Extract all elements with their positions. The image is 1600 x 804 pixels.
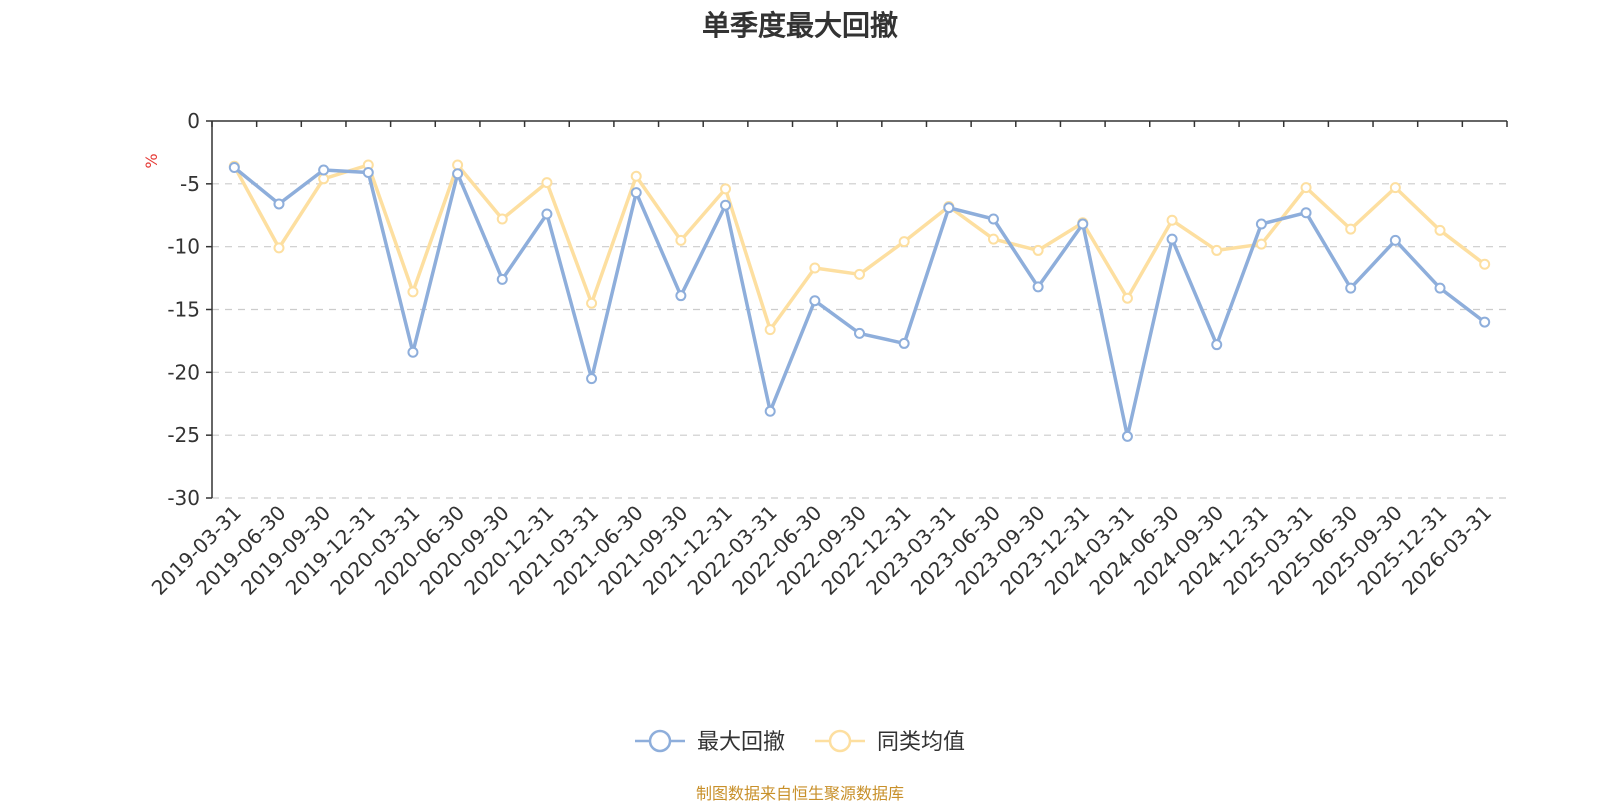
series-layer [228, 159, 1491, 442]
data-point [854, 268, 865, 280]
data-point [987, 233, 999, 245]
data-point [898, 236, 910, 248]
data-point [675, 234, 687, 246]
data-point [273, 198, 285, 210]
data-point [1389, 234, 1401, 246]
data-point [1255, 238, 1267, 250]
legend-label: 同类均值 [877, 730, 965, 755]
data-point [452, 168, 464, 180]
series-line [232, 163, 1486, 332]
data-point [273, 242, 285, 254]
series-line [233, 166, 1486, 439]
y-tick-label: -30 [167, 486, 200, 510]
y-tick-label: 0 [187, 109, 200, 133]
data-point [898, 337, 910, 349]
y-tick-label: -25 [167, 423, 200, 447]
axis-layer: 0-5-10-15-20-25-30%2019-03-312019-06-302… [142, 109, 1508, 600]
data-point [809, 295, 821, 307]
data-point [1032, 244, 1044, 256]
data-point [675, 290, 687, 302]
legend-label: 最大回撤 [697, 730, 785, 755]
legend-marker [828, 729, 852, 753]
y-tick-label: -10 [167, 235, 200, 259]
data-point [228, 161, 240, 173]
data-point [586, 297, 598, 309]
legend-item-1: 最大回撤 [635, 729, 785, 755]
data-point [496, 273, 508, 285]
data-point [318, 164, 330, 176]
data-point [1345, 282, 1357, 294]
chart-title: 单季度最大回撤 [701, 9, 898, 42]
y-tick-label: -15 [167, 298, 200, 322]
data-point [541, 208, 553, 220]
data-point [764, 324, 776, 336]
data-point [1166, 233, 1178, 245]
series-1 [228, 161, 1491, 442]
data-point [1300, 182, 1312, 194]
data-point [1077, 218, 1089, 230]
data-point [1479, 316, 1491, 328]
y-axis-unit: % [142, 153, 161, 168]
data-point [1345, 223, 1357, 235]
legend: 最大回撤 同类均值 [635, 729, 965, 755]
legend-marker [648, 729, 672, 753]
y-tick-label: -5 [180, 172, 200, 196]
data-point [1121, 430, 1133, 442]
data-point [1211, 244, 1223, 256]
series-2 [228, 159, 1491, 336]
y-tick-label: -20 [167, 360, 200, 384]
data-point [496, 213, 508, 225]
data-point [720, 183, 732, 195]
data-point [318, 173, 330, 185]
data-point [362, 167, 374, 179]
data-point [764, 405, 776, 417]
data-point [407, 286, 419, 298]
data-point [630, 187, 642, 199]
legend-item-2: 同类均值 [815, 729, 965, 755]
data-point [452, 159, 464, 171]
data-point [1300, 207, 1312, 219]
source-note: 制图数据来自恒生聚源数据库 [695, 784, 904, 803]
data-point [1121, 292, 1133, 304]
data-point [630, 170, 642, 182]
data-point [1434, 224, 1446, 236]
data-point [541, 177, 553, 189]
data-point [720, 199, 732, 211]
data-point [809, 262, 821, 274]
data-point [987, 213, 999, 225]
data-point [1434, 282, 1446, 294]
data-point [1211, 339, 1223, 351]
data-point [854, 327, 865, 339]
data-point [1479, 258, 1491, 270]
data-point [1032, 281, 1044, 293]
data-point [943, 202, 955, 214]
data-point [1166, 214, 1178, 226]
data-point [1389, 182, 1401, 194]
data-point [586, 373, 598, 385]
data-point [407, 346, 419, 358]
grid-layer [212, 183, 1507, 499]
data-point [1255, 218, 1267, 230]
